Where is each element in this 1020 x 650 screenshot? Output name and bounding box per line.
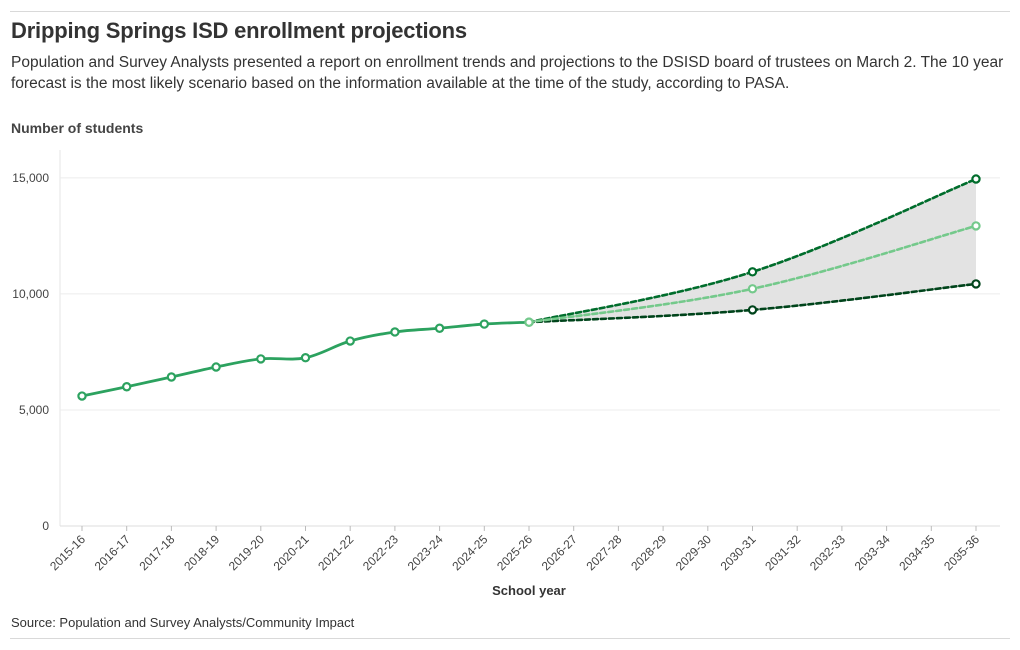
- x-tick-label: 2018-19: [181, 532, 222, 573]
- data-point: [747, 305, 758, 315]
- x-tick-label: 2032-33: [807, 532, 848, 573]
- y-tick-label: 0: [42, 519, 49, 533]
- y-tick-label: 15,000: [12, 171, 49, 185]
- x-tick-label: 2025-26: [494, 532, 535, 573]
- data-point: [971, 174, 981, 184]
- y-axis-title: Number of students: [11, 120, 144, 136]
- y-tick-label: 10,000: [12, 287, 49, 301]
- x-tick-label: 2022-23: [360, 532, 401, 573]
- data-point: [971, 279, 981, 289]
- data-point: [121, 382, 132, 392]
- x-tick-label: 2033-34: [852, 532, 893, 573]
- data-point: [390, 327, 400, 337]
- x-tick-label: 2017-18: [136, 532, 177, 573]
- data-point: [434, 323, 445, 333]
- x-tick-label: 2020-21: [271, 532, 312, 573]
- source-note: Source: Population and Survey Analysts/C…: [11, 615, 355, 630]
- data-point: [256, 354, 266, 364]
- data-point: [479, 319, 489, 329]
- chart-subtitle: Population and Survey Analysts presented…: [11, 54, 1004, 92]
- x-tick-label: 2030-31: [718, 532, 759, 573]
- bottom-divider: [10, 638, 1010, 639]
- x-tick-label: 2027-28: [583, 532, 624, 573]
- data-point: [971, 221, 981, 231]
- x-tick-label: 2024-25: [449, 532, 490, 573]
- x-axis-title: School year: [492, 583, 566, 598]
- data-point: [747, 267, 758, 277]
- x-tick-label: 2016-17: [92, 532, 133, 573]
- x-tick-label: 2015-16: [47, 532, 88, 573]
- y-tick-label: 5,000: [19, 403, 49, 417]
- x-tick-label: 2023-24: [405, 532, 446, 573]
- x-tick-label: 2035-36: [941, 532, 982, 573]
- chart-title: Dripping Springs ISD enrollment projecti…: [11, 18, 467, 43]
- x-tick-label: 2021-22: [315, 532, 356, 573]
- x-tick-label: 2029-30: [673, 532, 714, 573]
- data-point: [300, 353, 311, 363]
- data-point: [345, 336, 355, 346]
- data-point: [166, 372, 177, 382]
- x-tick-label: 2028-29: [628, 532, 669, 573]
- data-point: [211, 362, 221, 372]
- x-tick-label: 2031-32: [762, 532, 803, 573]
- projection-range-band: [529, 179, 976, 323]
- x-tick-label: 2034-35: [896, 532, 937, 573]
- projection-start-point: [524, 317, 534, 327]
- data-point: [77, 391, 87, 401]
- x-tick-label: 2026-27: [539, 532, 580, 573]
- top-divider: [10, 11, 1010, 12]
- x-tick-label: 2019-20: [226, 532, 267, 573]
- data-point: [747, 284, 758, 294]
